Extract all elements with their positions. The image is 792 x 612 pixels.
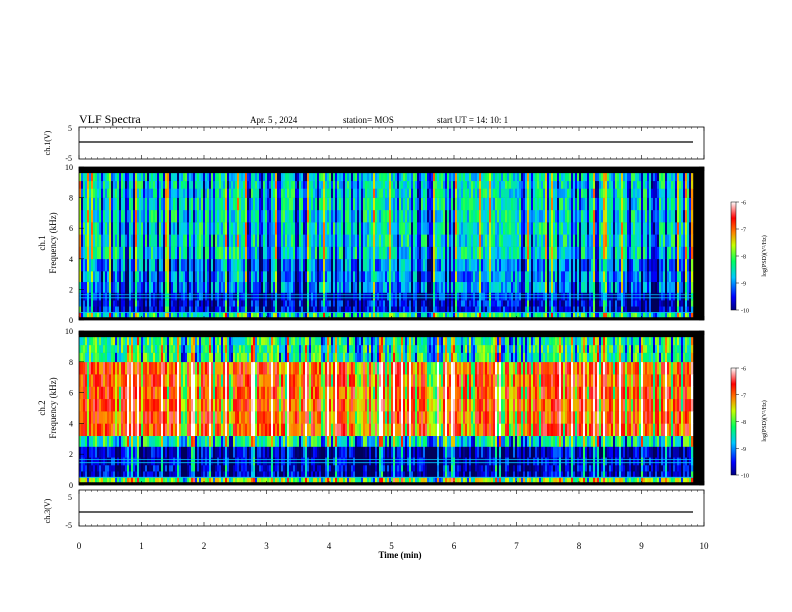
colorbar-tick-label: -10	[741, 309, 749, 315]
ch2-colorbar-label: log(PSD)(V²/Hz)	[761, 400, 768, 441]
colorbar-tick-label: -6	[741, 201, 746, 207]
start-time-label: start UT = 14: 10: 1	[437, 115, 508, 125]
ch1-colorbar-ticks: -6 -7 -8 -9 -10	[736, 201, 749, 315]
ch1-spectrogram-panel: 0 2 4 6 8 10 ch.1 Frequency (kHz)	[37, 163, 705, 325]
ch1-spectrogram-ylabel-channel: ch.1	[37, 235, 47, 250]
ytick-label: 0	[69, 316, 73, 325]
x-tick-label: 1	[139, 541, 144, 551]
ch1-ytick-bottom: -5	[65, 154, 72, 163]
colorbar-tick-label: -8	[741, 255, 746, 261]
ch3-ytick-bottom: -5	[65, 521, 72, 530]
colorbar-tick-label: -6	[741, 367, 746, 373]
colorbar-tick-label: -9	[741, 447, 746, 453]
ytick-label: 8	[69, 194, 73, 203]
ch2-spectrogram-ylabel-channel: ch.2	[37, 400, 47, 415]
ch1-colorbar-gradient	[730, 201, 737, 311]
ch1-colorbar: -6 -7 -8 -9 -10 log(PSD)(V²/Hz)	[730, 201, 768, 315]
ytick-label: 4	[69, 419, 73, 428]
ch1-spectrogram-yticks: 0 2 4 6 8 10	[65, 163, 704, 325]
x-tick-label: 9	[639, 541, 644, 551]
ytick-label: 6	[69, 224, 73, 233]
colorbar-tick-label: -7	[741, 228, 746, 234]
x-tick-label: 7	[514, 541, 519, 551]
colorbar-tick-label: -10	[741, 474, 749, 480]
ch2-colorbar: -6 -7 -8 -9 -10 log(PSD)(V²/Hz)	[730, 367, 768, 480]
ch1-waveform-panel: 5 -5 ch.1(V)	[43, 124, 705, 163]
ch2-colorbar-gradient	[730, 367, 737, 476]
ch1-spectrogram-image	[79, 167, 704, 320]
ch1-ytick-top: 5	[68, 124, 72, 133]
colorbar-tick-label: -8	[741, 420, 746, 426]
x-tick-label: 10	[700, 541, 710, 551]
ytick-label: 2	[69, 285, 73, 294]
ch1-waveform-frame	[78, 126, 705, 160]
x-tick-label: 6	[452, 541, 457, 551]
ch3-waveform-frame	[78, 489, 705, 527]
ytick-label: 0	[69, 481, 73, 490]
station-label: station= MOS	[343, 115, 394, 125]
ch3-waveform-ylabel: ch.3(V)	[43, 498, 52, 523]
ch1-spectrogram-ylabel-frequency: Frequency (kHz)	[48, 212, 58, 273]
ch3-ytick-top: 5	[68, 493, 72, 502]
ch2-spectrogram-image	[79, 331, 704, 485]
x-axis-ticks: 0 1 2 3 4 5 6 7 8 9 10	[77, 127, 709, 551]
ch2-spectrogram-ylabel-frequency: Frequency (kHz)	[48, 377, 58, 438]
ch2-spectrogram-yticks: 0 2 4 6 8 10	[65, 327, 704, 490]
ch1-colorbar-label: log(PSD)(V²/Hz)	[761, 235, 768, 276]
x-tick-label: 3	[264, 541, 269, 551]
date-label: Apr. 5 , 2024	[250, 115, 298, 125]
ch2-colorbar-ticks: -6 -7 -8 -9 -10	[736, 367, 749, 480]
ytick-label: 2	[69, 450, 73, 459]
ytick-label: 6	[69, 389, 73, 398]
x-tick-label: 5	[389, 541, 394, 551]
ch3-waveform-panel: 5 -5 ch.3(V)	[43, 489, 705, 530]
ytick-label: 4	[69, 255, 73, 264]
x-tick-label: 4	[327, 541, 332, 551]
x-tick-label: 0	[77, 541, 82, 551]
ytick-label: 8	[69, 358, 73, 367]
colorbar-tick-label: -9	[741, 282, 746, 288]
ytick-label: 10	[65, 163, 73, 172]
ch2-spectrogram-panel: 0 2 4 6 8 10 ch.2 Frequency (kHz)	[37, 327, 705, 490]
x-axis-label: Time (min)	[378, 550, 421, 560]
colorbar-tick-label: -7	[741, 393, 746, 399]
ch1-waveform-ylabel: ch.1(V)	[43, 130, 52, 155]
x-tick-label: 8	[577, 541, 582, 551]
figure-title: VLF Spectra	[79, 112, 141, 126]
x-tick-label: 2	[202, 541, 207, 551]
ytick-label: 10	[65, 327, 73, 336]
